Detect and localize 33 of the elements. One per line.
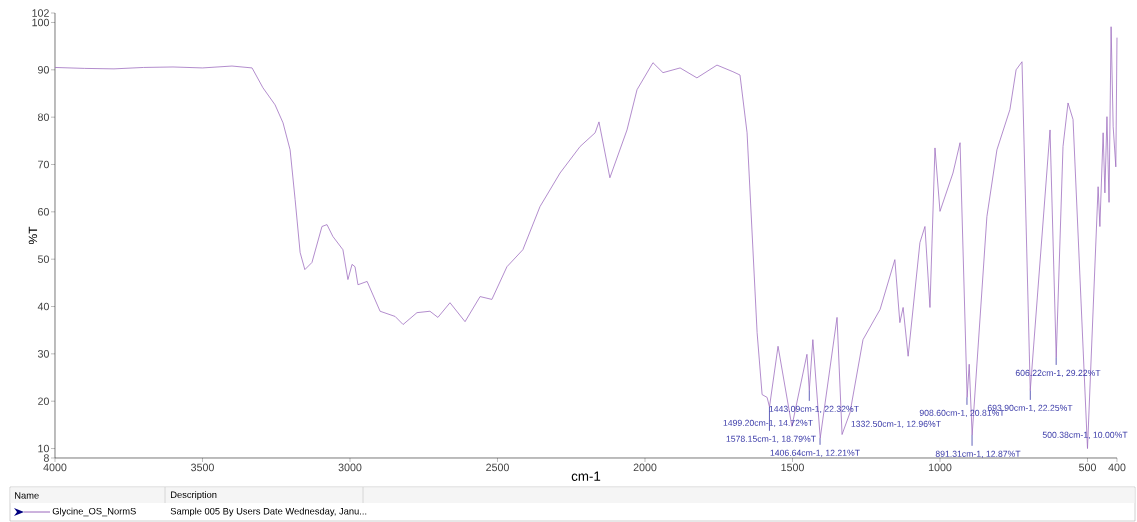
x-tick-label: 500 [1079,463,1096,472]
y-tick-label: 100 [32,18,49,27]
annotation: 1406.64cm-1, 12.21%T [770,449,860,457]
x-axis-title: cm-1 [571,471,601,481]
annotation: 1578.15cm-1, 18.79%T [726,435,816,443]
legend-label: Glycine_OS_NormS [52,507,136,517]
x-tick-label: 1500 [781,463,804,472]
annotation: 500.38cm-1, 10.00%T [1042,431,1128,439]
y-tick-label: 102 [32,9,49,17]
y-tick-label: 80 [37,113,49,121]
text: Name [15,492,39,499]
x-tick-label: 3500 [191,463,214,472]
text: Sample 005 By Users Date Wednesday, Janu... [170,507,367,517]
annotation: 606.22cm-1, 29.22%T [1015,369,1101,378]
y-tick-label: 8 [43,454,49,462]
annotation: 1332.50cm-1, 12.96%T [851,420,941,428]
y-tick-label: 40 [37,302,49,311]
y-tick-label: 10 [38,444,49,453]
y-tick-label: 20 [38,397,49,405]
x-tick-label: 4000 [43,463,67,472]
x-tick-label: 2000 [633,463,657,472]
y-tick-label: 30 [37,350,49,358]
x-tick-label: 3000 [338,463,362,472]
x-tick-label: 1000 [928,463,952,472]
y-axis-title: %T [28,226,38,245]
y-tick-label: 90 [38,66,49,74]
y-tick-label: 60 [38,208,49,216]
annotation: 891.31cm-1, 12.87%T [935,450,1021,458]
x-tick-label: 400 [1108,463,1126,472]
text: Description [171,491,217,500]
x-tick-label: 2500 [486,463,509,472]
y-tick-label: 70 [38,160,49,169]
y-tick-label: 50 [37,255,49,263]
